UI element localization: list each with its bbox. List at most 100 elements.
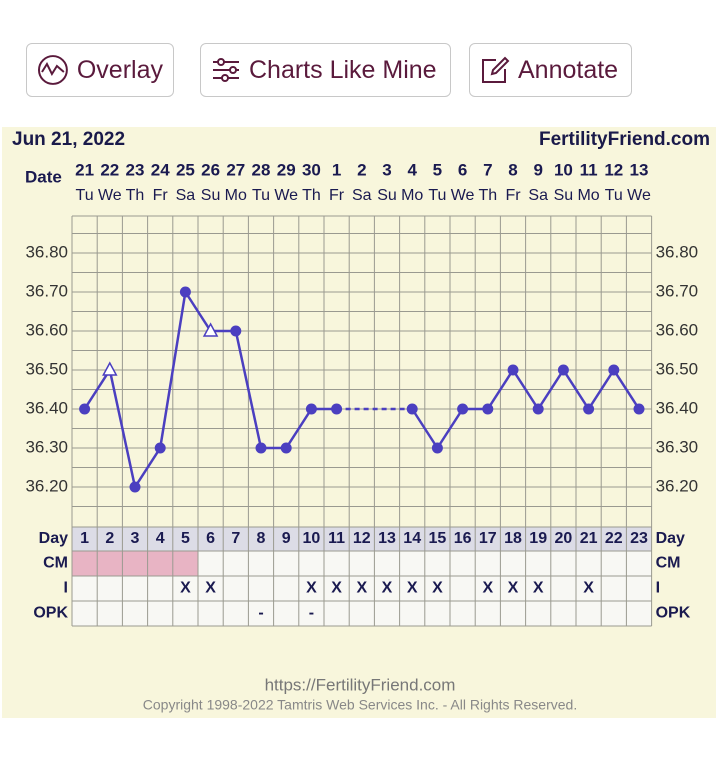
date-label: 9 xyxy=(533,160,542,179)
row-label-right: CM xyxy=(656,555,681,572)
day-cell: 11 xyxy=(328,530,345,547)
chart-date: Jun 21, 2022 xyxy=(12,129,125,150)
day-cell: 20 xyxy=(555,530,573,547)
point xyxy=(557,364,569,376)
day-cell: 3 xyxy=(131,530,140,547)
day-cell: 8 xyxy=(257,530,266,547)
annotate-icon xyxy=(482,56,510,83)
point xyxy=(154,442,166,454)
date-label: 7 xyxy=(483,160,492,179)
y-tick-label-right: 36.20 xyxy=(656,476,699,495)
row-label: CM xyxy=(43,555,68,572)
point xyxy=(457,403,469,415)
point xyxy=(230,325,242,337)
weekday-label: Su xyxy=(201,187,221,204)
weekday-label: Sa xyxy=(176,187,196,204)
date-label: 27 xyxy=(226,160,245,179)
day-cell: 5 xyxy=(181,530,190,547)
row-label-right: I xyxy=(656,580,660,597)
cm-cell xyxy=(122,551,148,576)
weekday-label: Su xyxy=(554,187,574,204)
point xyxy=(431,442,443,454)
day-cell: 23 xyxy=(630,530,648,547)
day-cell: 9 xyxy=(282,530,291,547)
date-label: 8 xyxy=(508,160,517,179)
overlay-button[interactable]: Overlay xyxy=(26,43,174,97)
date-label: 2 xyxy=(357,160,366,179)
weekday-label: Tu xyxy=(252,187,270,204)
day-cell: 21 xyxy=(580,530,598,547)
point xyxy=(129,481,141,493)
date-label: 5 xyxy=(433,160,442,179)
date-label: 29 xyxy=(277,160,296,179)
weekday-label: Sa xyxy=(352,187,372,204)
date-label: 21 xyxy=(75,160,94,179)
i-cell: X xyxy=(306,580,317,597)
weekday-label: We xyxy=(274,187,298,204)
y-tick-label-right: 36.50 xyxy=(656,359,699,378)
y-tick-label-right: 36.80 xyxy=(656,242,699,261)
date-label: 25 xyxy=(176,160,195,179)
point xyxy=(179,286,191,298)
cm-cell xyxy=(147,551,173,576)
weekday-label: Th xyxy=(478,187,497,204)
weekday-label: Th xyxy=(302,187,321,204)
row-label-right: Day xyxy=(656,530,685,547)
date-label: 24 xyxy=(151,160,170,179)
date-label: 12 xyxy=(604,160,623,179)
date-label: 11 xyxy=(580,160,598,179)
row-label: OPK xyxy=(33,605,68,622)
day-row-bg xyxy=(72,527,652,551)
point xyxy=(280,442,292,454)
day-cell: 19 xyxy=(529,530,547,547)
i-cell: X xyxy=(180,580,191,597)
date-label: 13 xyxy=(630,160,649,179)
weekday-label: We xyxy=(98,187,122,204)
i-cell: X xyxy=(482,580,493,597)
annotate-button[interactable]: Annotate xyxy=(469,43,632,97)
weekday-label: Sa xyxy=(528,187,548,204)
cm-cell xyxy=(172,551,198,576)
date-label: 23 xyxy=(126,160,145,179)
i-cell: X xyxy=(533,580,544,597)
opk-cell: - xyxy=(258,605,263,622)
point-open xyxy=(102,361,118,376)
day-cell: 4 xyxy=(156,530,165,547)
weekday-label: Th xyxy=(126,187,145,204)
i-cell: X xyxy=(205,580,216,597)
button-label: Annotate xyxy=(518,55,619,84)
cm-cell xyxy=(72,551,98,576)
day-cell: 17 xyxy=(479,530,497,547)
charts-like-mine-button[interactable]: Charts Like Mine xyxy=(200,43,451,97)
date-label: 1 xyxy=(332,160,341,179)
footer-url: https://FertilityFriend.com xyxy=(265,675,456,694)
date-label: 10 xyxy=(554,160,573,179)
point xyxy=(79,403,91,415)
point-open xyxy=(202,322,219,337)
button-label: Overlay xyxy=(76,55,163,84)
i-cell: X xyxy=(382,580,393,597)
weekday-label: Fr xyxy=(329,187,345,204)
date-label: 30 xyxy=(302,160,321,179)
date-label: 3 xyxy=(382,160,391,179)
cm-cell xyxy=(97,551,123,576)
date-label: Date xyxy=(25,167,62,186)
day-cell: 12 xyxy=(353,530,371,547)
weekday-label: Tu xyxy=(76,187,94,204)
i-cell: X xyxy=(407,580,418,597)
i-cell: X xyxy=(583,580,594,597)
point xyxy=(331,403,343,415)
i-cell: X xyxy=(432,580,443,597)
y-tick-label-right: 36.40 xyxy=(656,398,699,417)
y-tick-label: 36.30 xyxy=(25,437,68,456)
overlay-icon xyxy=(37,55,68,85)
weekday-label: Fr xyxy=(153,187,169,204)
point xyxy=(406,403,418,415)
day-cell: 1 xyxy=(80,530,89,547)
weekday-label: Tu xyxy=(605,187,623,204)
row-label: I xyxy=(64,580,68,597)
i-cell: X xyxy=(356,580,367,597)
point xyxy=(482,403,494,415)
